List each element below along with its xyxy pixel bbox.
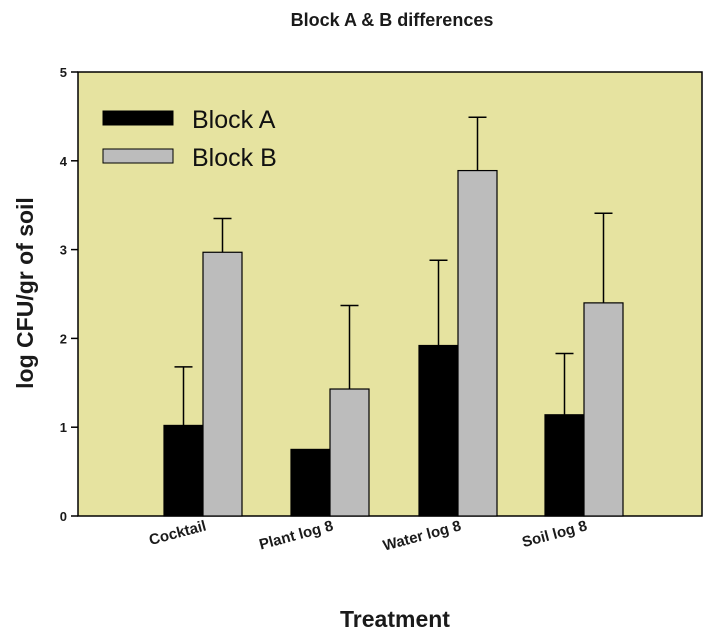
x-tick-label: Cocktail [147,517,208,549]
y-tick-label: 4 [60,154,68,169]
legend-swatch-block-b [102,148,174,164]
bar-block-b [457,169,498,517]
legend-label-block-b: Block B [192,144,277,172]
bar-block-b [583,302,624,517]
bar-block-b [329,388,370,517]
x-tick-label: Soil log 8 [520,517,589,551]
legend-swatch-block-a [102,110,174,126]
bars-group [163,116,624,517]
x-tick-label: Plant log 8 [257,517,335,553]
legend-label-block-a: Block A [192,106,276,134]
y-tick-label: 0 [60,509,67,524]
x-tick-label: Water log 8 [381,517,463,554]
x-axis-title: Treatment [340,606,450,632]
y-tick-label: 5 [60,65,67,80]
bar-block-a [418,344,459,517]
y-tick-label: 1 [60,420,67,435]
x-axis: Cocktail Plant log 8 Water log 8 Soil log 8 [147,517,589,554]
chart-title: Block A & B differences [291,10,494,30]
y-axis: 0 1 2 3 4 5 [60,65,78,524]
y-tick-label: 2 [60,331,67,346]
y-axis-title: log CFU/gr of soil [12,197,38,389]
bar-block-b [202,251,243,517]
bar-block-a [290,448,331,517]
bar-block-a [163,424,204,517]
y-tick-label: 3 [60,243,67,258]
bar-block-a [544,414,585,517]
legend: Block A Block B [102,106,277,172]
